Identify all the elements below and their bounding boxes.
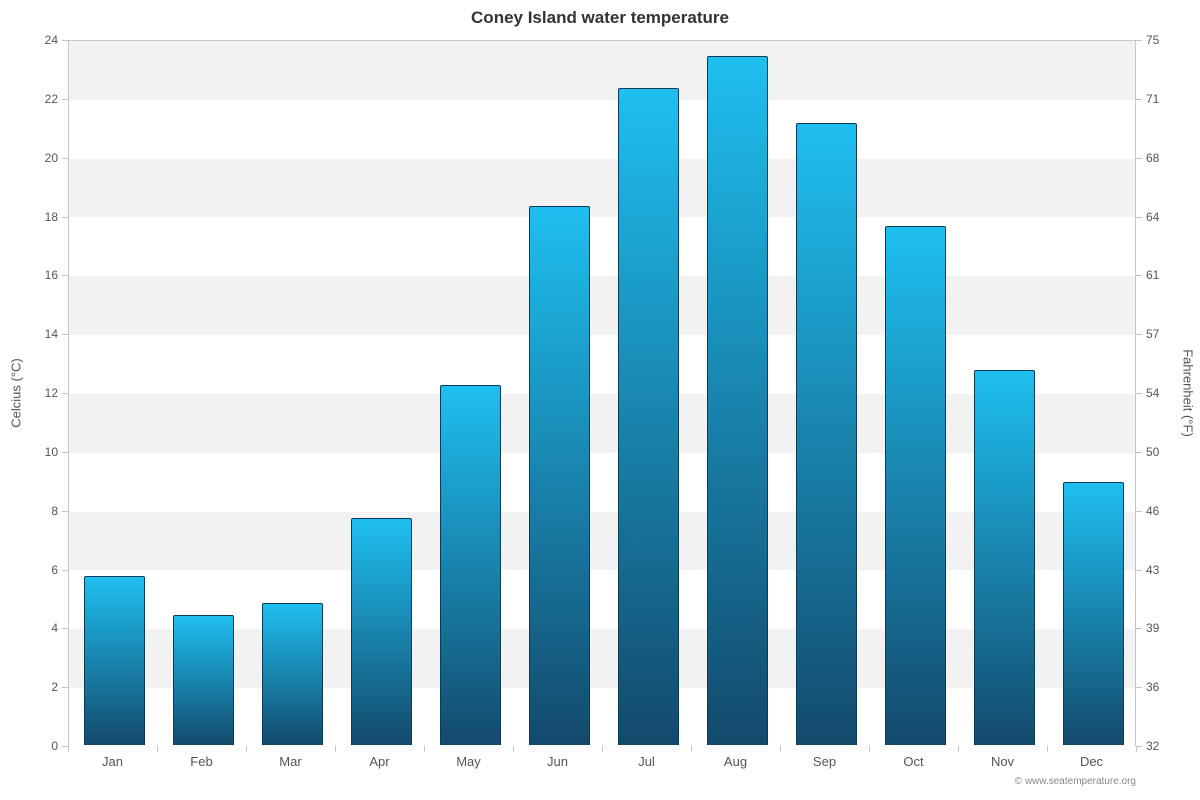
y-right-tick-label: 64 xyxy=(1146,210,1159,224)
y-left-tick xyxy=(62,334,68,335)
x-tick-label: Apr xyxy=(369,754,389,769)
x-tick xyxy=(869,746,870,752)
y-left-tick-label: 4 xyxy=(28,621,58,635)
x-tick-label: Sep xyxy=(813,754,836,769)
y-right-tick xyxy=(1136,158,1142,159)
x-tick xyxy=(958,746,959,752)
x-tick xyxy=(424,746,425,752)
y-left-tick xyxy=(62,217,68,218)
y-left-tick xyxy=(62,393,68,394)
bar xyxy=(974,370,1035,745)
chart-title: Coney Island water temperature xyxy=(0,8,1200,28)
grid-band xyxy=(69,159,1135,218)
y-right-axis-title: Fahrenheit (°F) xyxy=(1181,349,1196,437)
x-tick-label: Oct xyxy=(903,754,923,769)
y-right-tick-label: 75 xyxy=(1146,33,1159,47)
y-right-tick xyxy=(1136,628,1142,629)
y-left-tick xyxy=(62,158,68,159)
x-tick xyxy=(1136,746,1137,752)
bar xyxy=(618,88,679,745)
y-left-tick xyxy=(62,275,68,276)
y-right-tick xyxy=(1136,393,1142,394)
y-right-tick-label: 50 xyxy=(1146,445,1159,459)
bar xyxy=(262,603,323,745)
y-right-tick-label: 39 xyxy=(1146,621,1159,635)
bar xyxy=(707,56,768,745)
bar xyxy=(1063,482,1124,745)
x-tick-label: Jun xyxy=(547,754,568,769)
x-tick-label: Jan xyxy=(102,754,123,769)
y-right-tick xyxy=(1136,334,1142,335)
y-left-tick-label: 22 xyxy=(28,92,58,106)
y-right-tick xyxy=(1136,687,1142,688)
y-left-tick-label: 8 xyxy=(28,504,58,518)
bar xyxy=(173,615,234,745)
x-tick-label: Aug xyxy=(724,754,747,769)
bar xyxy=(885,226,946,745)
bar xyxy=(796,123,857,745)
x-tick xyxy=(335,746,336,752)
y-left-tick-label: 6 xyxy=(28,563,58,577)
y-left-tick-label: 2 xyxy=(28,680,58,694)
x-tick xyxy=(780,746,781,752)
grid-band xyxy=(69,276,1135,335)
y-left-tick-label: 20 xyxy=(28,151,58,165)
y-left-tick xyxy=(62,452,68,453)
x-tick xyxy=(68,746,69,752)
x-tick-label: May xyxy=(456,754,481,769)
bar xyxy=(440,385,501,745)
y-left-tick xyxy=(62,99,68,100)
y-left-tick xyxy=(62,687,68,688)
grid-band xyxy=(69,100,1135,159)
grid-band xyxy=(69,218,1135,277)
bar xyxy=(351,518,412,746)
y-left-tick xyxy=(62,570,68,571)
grid-band xyxy=(69,41,1135,100)
y-left-tick-label: 24 xyxy=(28,33,58,47)
y-left-tick-label: 18 xyxy=(28,210,58,224)
x-tick-label: Nov xyxy=(991,754,1014,769)
y-left-tick-label: 14 xyxy=(28,327,58,341)
y-right-tick-label: 68 xyxy=(1146,151,1159,165)
y-left-tick xyxy=(62,511,68,512)
x-tick xyxy=(246,746,247,752)
y-right-tick xyxy=(1136,217,1142,218)
y-right-tick xyxy=(1136,452,1142,453)
y-right-tick-label: 61 xyxy=(1146,268,1159,282)
x-tick xyxy=(157,746,158,752)
y-left-axis-title: Celcius (°C) xyxy=(9,358,24,427)
x-tick xyxy=(691,746,692,752)
x-tick-label: Jul xyxy=(638,754,655,769)
bar xyxy=(529,206,590,745)
x-tick-label: Feb xyxy=(190,754,212,769)
y-right-tick-label: 43 xyxy=(1146,563,1159,577)
y-right-tick-label: 32 xyxy=(1146,739,1159,753)
y-left-tick-label: 0 xyxy=(28,739,58,753)
y-right-tick-label: 36 xyxy=(1146,680,1159,694)
y-left-tick-label: 12 xyxy=(28,386,58,400)
x-tick xyxy=(602,746,603,752)
y-left-tick xyxy=(62,40,68,41)
x-tick-label: Mar xyxy=(279,754,301,769)
y-right-tick xyxy=(1136,40,1142,41)
y-right-tick-label: 71 xyxy=(1146,92,1159,106)
bar xyxy=(84,576,145,745)
x-tick xyxy=(1047,746,1048,752)
y-left-tick xyxy=(62,628,68,629)
plot-area xyxy=(68,40,1136,746)
chart-container: Coney Island water temperature Celcius (… xyxy=(0,0,1200,800)
y-right-tick-label: 54 xyxy=(1146,386,1159,400)
x-tick-label: Dec xyxy=(1080,754,1103,769)
y-left-tick-label: 16 xyxy=(28,268,58,282)
y-right-tick-label: 57 xyxy=(1146,327,1159,341)
y-right-tick xyxy=(1136,275,1142,276)
credit-text: © www.seatemperature.org xyxy=(1015,776,1136,787)
y-left-tick-label: 10 xyxy=(28,445,58,459)
y-right-tick-label: 46 xyxy=(1146,504,1159,518)
y-right-tick xyxy=(1136,570,1142,571)
y-right-tick xyxy=(1136,511,1142,512)
x-tick xyxy=(513,746,514,752)
y-right-tick xyxy=(1136,99,1142,100)
